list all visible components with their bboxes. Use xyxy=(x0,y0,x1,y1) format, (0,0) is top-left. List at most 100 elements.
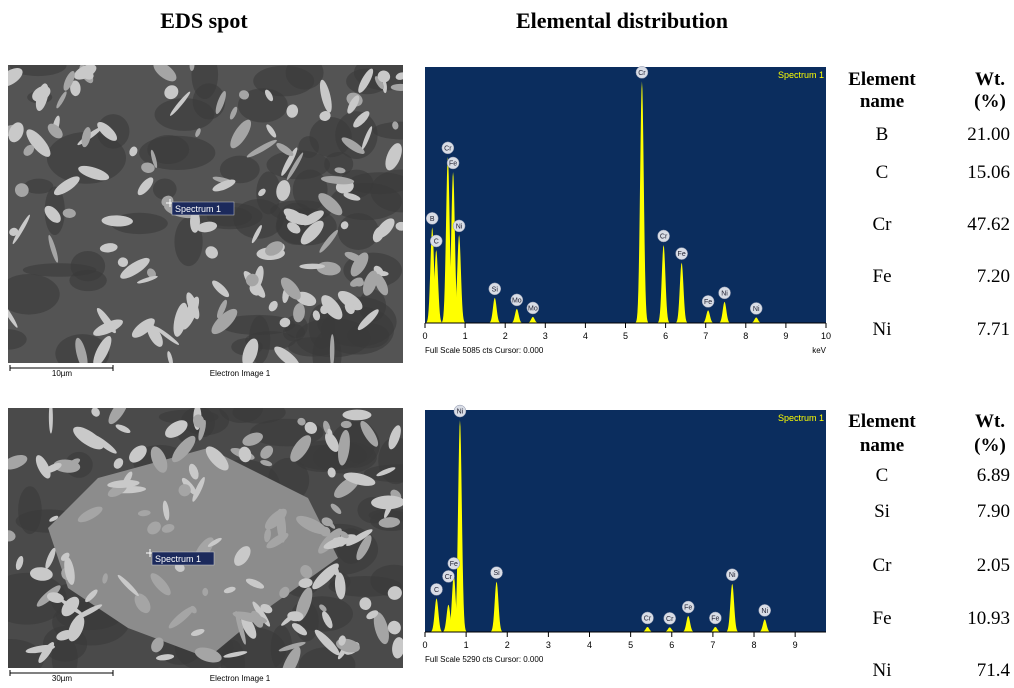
sem-image: Spectrum 1 30µm Electron Image 1 xyxy=(8,408,403,683)
peak-label: Fe xyxy=(449,160,457,167)
sem-grain xyxy=(53,176,80,196)
sem-grain xyxy=(81,127,91,148)
peak-label: Fe xyxy=(684,605,692,612)
x-tick-label: 0 xyxy=(422,331,427,341)
sem-grain xyxy=(279,317,291,328)
sem-grain xyxy=(117,257,129,268)
sem-grain xyxy=(64,556,75,585)
sem-grain xyxy=(15,555,24,571)
sem-grain xyxy=(115,424,131,433)
sem-grain xyxy=(296,515,328,535)
sem-grain xyxy=(320,176,355,185)
sem-grain xyxy=(113,458,124,469)
sem-grain xyxy=(44,205,61,223)
peak xyxy=(674,262,689,323)
sem-grain xyxy=(93,335,112,363)
peak-label-bubble xyxy=(442,570,455,583)
sem-grain xyxy=(320,526,331,537)
sem-grain xyxy=(212,179,236,192)
peak-label-bubble xyxy=(452,219,466,233)
sem-grain xyxy=(232,611,268,624)
sem-grain xyxy=(150,446,168,473)
table-header: Element xyxy=(848,411,916,432)
sem-grain xyxy=(161,524,175,533)
sem-grain xyxy=(242,338,259,363)
table-cell: Ni xyxy=(873,319,892,340)
image-caption: Electron Image 1 xyxy=(210,674,271,683)
x-tick-label: 4 xyxy=(583,331,588,341)
sem-image: Spectrum 1 10µm Electron Image 1 xyxy=(8,65,403,378)
sem-grain xyxy=(274,346,300,363)
sem-grain xyxy=(53,459,81,473)
sem-grain xyxy=(205,446,229,471)
sem-grain xyxy=(290,435,312,462)
sem-grain xyxy=(48,234,59,263)
table-header: Wt. xyxy=(975,69,1005,90)
sem-grain xyxy=(212,280,230,298)
sem-grain xyxy=(312,310,321,321)
x-tick-label: 9 xyxy=(793,640,798,650)
sem-shadow xyxy=(24,178,54,194)
peak-label-bubble xyxy=(430,583,443,596)
peak-label: C xyxy=(434,587,439,594)
x-tick-label: 1 xyxy=(463,331,468,341)
sem-grain xyxy=(8,454,28,470)
x-tick-label: 0 xyxy=(422,640,427,650)
table-cell: 7.20 xyxy=(977,266,1010,287)
sem-grain xyxy=(90,434,117,454)
sem-grain xyxy=(322,611,333,629)
table-cell: Fe xyxy=(873,266,892,287)
sem-grain xyxy=(44,463,62,473)
peaks xyxy=(425,81,764,323)
sem-grain xyxy=(287,611,304,622)
sem-grain xyxy=(359,597,372,611)
peak-label: Ni xyxy=(721,290,728,297)
sem-grain xyxy=(77,506,103,523)
sem-grain xyxy=(362,270,378,296)
sem-grain xyxy=(258,188,266,197)
sem-grain xyxy=(156,654,175,661)
peak xyxy=(425,227,440,323)
peak-label-bubble xyxy=(749,302,763,315)
sem-grain xyxy=(235,610,246,645)
sem-grain xyxy=(129,146,138,157)
sem-grain xyxy=(202,587,209,597)
table-cell: Cr xyxy=(873,214,893,235)
sem-grain xyxy=(268,300,278,312)
table-cell: 7.71 xyxy=(977,319,1010,340)
spectrum-background xyxy=(425,67,826,323)
peak-label: Mo xyxy=(528,305,538,312)
sem-shadow xyxy=(46,132,127,184)
sem-grain xyxy=(48,408,53,434)
peak-label: Ni xyxy=(729,572,736,579)
sem-shadow xyxy=(335,111,378,159)
sem-grain xyxy=(340,221,349,230)
sem-grain xyxy=(330,503,342,515)
sem-shadow xyxy=(70,250,106,282)
spectrum-title: Spectrum 1 xyxy=(778,70,824,80)
x-tick-label: 1 xyxy=(464,640,469,650)
sem-grain xyxy=(320,304,329,315)
table-cell: C xyxy=(876,162,889,183)
sem-grain xyxy=(8,530,16,542)
sem-grain xyxy=(249,284,260,296)
sem-texture xyxy=(8,408,403,668)
sem-grain xyxy=(321,295,343,320)
spectrum-footer: Full Scale 5290 cts Cursor: 0.000 xyxy=(425,655,544,664)
sem-grain xyxy=(97,122,118,141)
sem-grain xyxy=(374,273,389,296)
sem-grain xyxy=(278,641,306,652)
sem-grain xyxy=(188,463,199,480)
peak xyxy=(446,575,462,632)
peak-label: Cr xyxy=(644,615,652,622)
peak-label: Si xyxy=(492,286,499,293)
sem-grain xyxy=(358,68,374,93)
peak xyxy=(440,156,456,323)
sem-grain xyxy=(26,129,51,157)
peak-label-bubble xyxy=(635,66,649,79)
peak xyxy=(452,420,468,632)
peak xyxy=(634,81,650,323)
spectrum-background xyxy=(425,410,826,632)
sem-grain xyxy=(373,612,389,645)
peak-label: B xyxy=(430,216,435,223)
